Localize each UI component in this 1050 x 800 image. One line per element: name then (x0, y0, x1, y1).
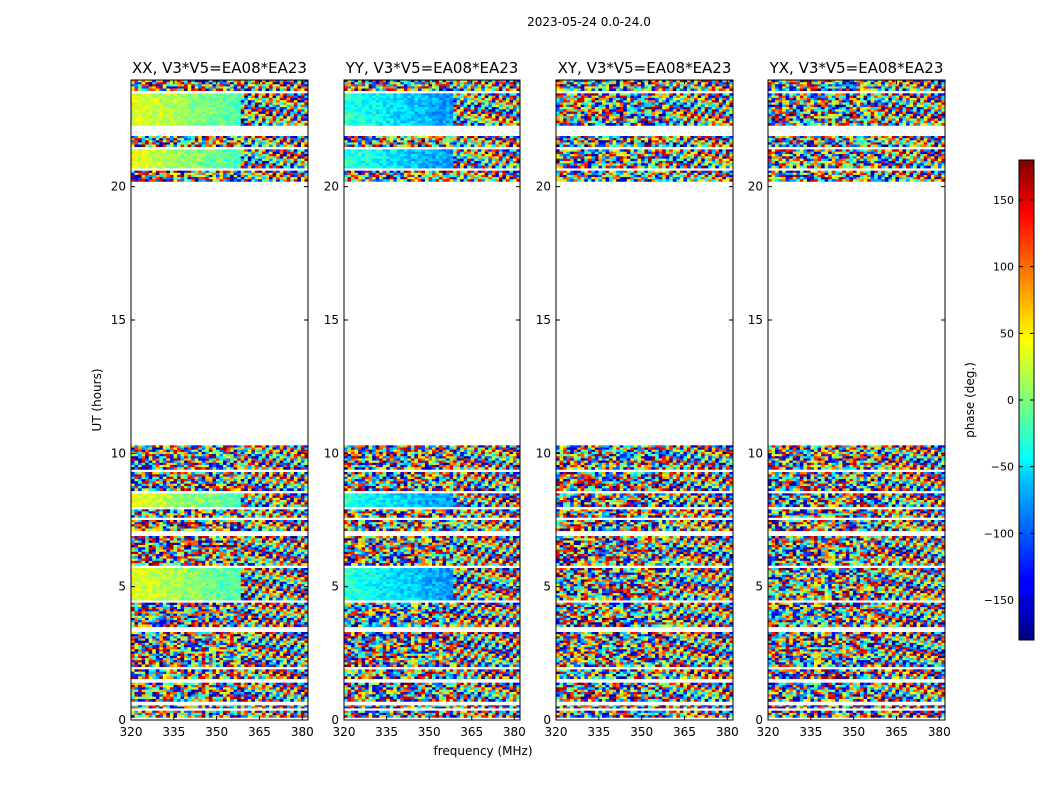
y-tick-label: 0 (331, 713, 339, 727)
y-tick-label: 10 (748, 446, 763, 460)
colorbar-ticks: 150 100 50 0 −50 −100 −150 (984, 194, 1034, 607)
x-tick-label: 350 (418, 725, 441, 739)
x-tick-label: 335 (375, 725, 398, 739)
x-tick-label: 335 (587, 725, 610, 739)
x-tick-label: 320 (757, 725, 780, 739)
axes-frame (343, 79, 521, 721)
colorbar-tick-label: −50 (991, 461, 1014, 474)
x-tick-label: 380 (716, 725, 739, 739)
y-tick-label: 15 (536, 313, 551, 327)
panel-title: XX, V3*V5=EA08*EA23 (132, 59, 307, 77)
panel-4: YX, V3*V5=EA08*EA23 320 335 350 365 380 0 5 10 15… (748, 59, 951, 739)
panel-3: XY, V3*V5=EA08*EA23 320 335 350 365 380 0 5 10 15… (536, 59, 739, 739)
panel-title: YX, V3*V5=EA08*EA23 (769, 59, 944, 77)
x-tick-label: 380 (503, 725, 526, 739)
y-tick-label: 10 (324, 446, 339, 460)
colorbar-tick-label: −100 (984, 527, 1014, 540)
y-tick-label: 0 (755, 713, 763, 727)
suptitle: 2023-05-24 0.0-24.0 (527, 15, 651, 29)
colorbar-tick-label: 150 (993, 194, 1014, 207)
colorbar-tick-label: 0 (1007, 394, 1014, 407)
y-tick-label: 5 (755, 580, 763, 594)
phase-heatmap (556, 80, 733, 718)
x-tick-label: 350 (205, 725, 228, 739)
axes-frame (767, 79, 946, 721)
y-tick-label: 5 (118, 580, 126, 594)
colorbar-tick-label: −150 (984, 594, 1014, 607)
y-tick-label: 0 (543, 713, 551, 727)
panels: XX, V3*V5=EA08*EA23 320 335 350 365 380 0 5 10 15… (111, 59, 951, 739)
phase-heatmap (131, 80, 308, 718)
y-tick-label: 20 (748, 180, 763, 194)
y-tick-label: 10 (536, 446, 551, 460)
y-axis-label: UT (hours) (90, 368, 104, 431)
y-tick-label: 20 (536, 180, 551, 194)
x-tick-label: 365 (885, 725, 908, 739)
x-tick-label: 380 (291, 725, 314, 739)
x-tick-label: 365 (460, 725, 483, 739)
axes-frame (130, 79, 309, 721)
panel-title: XY, V3*V5=EA08*EA23 (558, 59, 732, 77)
x-tick-label: 320 (120, 725, 143, 739)
axes-frame (555, 79, 734, 721)
colorbar-tick-label: 100 (993, 261, 1014, 274)
panel-1: XX, V3*V5=EA08*EA23 320 335 350 365 380 0 5 10 15… (111, 59, 314, 739)
x-tick-label: 350 (630, 725, 653, 739)
x-tick-label: 335 (799, 725, 822, 739)
y-tick-label: 20 (111, 180, 126, 194)
y-tick-label: 20 (324, 180, 339, 194)
phase-heatmap (768, 80, 945, 718)
y-tick-label: 5 (543, 580, 551, 594)
x-tick-label: 320 (333, 725, 356, 739)
x-axis-label: frequency (MHz) (433, 744, 532, 758)
colorbar-label: phase (deg.) (963, 362, 977, 438)
y-tick-label: 15 (111, 313, 126, 327)
y-tick-label: 5 (331, 580, 339, 594)
panel-2: YY, V3*V5=EA08*EA23 320 335 350 365 380 0 5 10 15… (324, 59, 526, 739)
colorbar: 150 100 50 0 −50 −100 −150 phase (deg.) (963, 159, 1035, 641)
x-tick-label: 365 (673, 725, 696, 739)
x-tick-label: 335 (162, 725, 185, 739)
panel-title: YY, V3*V5=EA08*EA23 (345, 59, 519, 77)
x-tick-label: 365 (248, 725, 271, 739)
x-tick-label: 350 (842, 725, 865, 739)
y-tick-label: 15 (748, 313, 763, 327)
x-tick-label: 320 (545, 725, 568, 739)
y-tick-label: 15 (324, 313, 339, 327)
colorbar-tick-label: 50 (1000, 327, 1014, 340)
y-tick-label: 10 (111, 446, 126, 460)
y-tick-label: 0 (118, 713, 126, 727)
x-tick-label: 380 (928, 725, 951, 739)
phase-heatmap (344, 80, 520, 718)
